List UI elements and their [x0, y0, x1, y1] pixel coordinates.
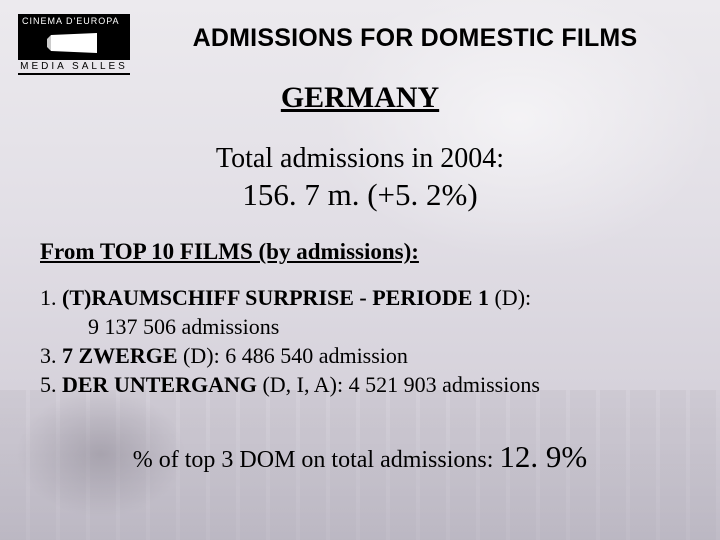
logo-cinema-europa: CINEMA D'EUROPA MEDIA SALLES	[18, 14, 130, 75]
country-heading: GERMANY	[40, 81, 680, 115]
slide: CINEMA D'EUROPA MEDIA SALLES ADMISSIONS …	[0, 0, 720, 540]
list-item: 3. 7 ZWERGE (D): 6 486 540 admission	[40, 341, 680, 370]
pct-summary: % of top 3 DOM on total admissions: 12. …	[40, 439, 680, 475]
total-admissions-label: Total admissions in 2004:	[40, 143, 680, 175]
list-item: 1. (T)RAUMSCHIFF SURPRISE - PERIODE 1 (D…	[40, 283, 680, 341]
top10-subheading: From TOP 10 FILMS (by admissions):	[40, 239, 680, 265]
film-title: DER UNTERGANG	[62, 372, 257, 397]
pct-label: % of top 3 DOM on total admissions:	[133, 447, 500, 473]
films-list: 1. (T)RAUMSCHIFF SURPRISE - PERIODE 1 (D…	[40, 283, 680, 399]
film-admissions: 6 486 540 admission	[225, 343, 408, 368]
total-prefix: Total admissions in	[216, 143, 440, 174]
film-rank: 3.	[40, 343, 62, 368]
film-admissions: 4 521 903 admissions	[349, 372, 540, 397]
total-year: 2004	[440, 143, 496, 174]
list-item: 5. DER UNTERGANG (D, I, A): 4 521 903 ad…	[40, 370, 680, 399]
total-admissions-figure: 156. 7 m. (+5. 2%)	[40, 177, 680, 213]
pct-value: 12. 9%	[499, 439, 587, 474]
film-admissions: 9 137 506 admissions	[40, 312, 680, 341]
film-title: 7 ZWERGE	[62, 343, 178, 368]
screen-icon	[45, 31, 103, 55]
film-origin: (D):	[489, 285, 531, 310]
logo-mark	[18, 28, 130, 58]
film-title: (T)RAUMSCHIFF SURPRISE - PERIODE 1	[62, 285, 489, 310]
total-suffix: :	[496, 143, 504, 174]
film-origin: (D):	[178, 343, 226, 368]
film-rank: 1.	[40, 285, 62, 310]
film-origin: (D, I, A):	[257, 372, 349, 397]
film-rank: 5.	[40, 372, 62, 397]
logo-line2: MEDIA SALLES	[18, 58, 130, 75]
logo-line1: CINEMA D'EUROPA	[18, 14, 130, 28]
page-title: ADMISSIONS FOR DOMESTIC FILMS	[150, 24, 680, 53]
